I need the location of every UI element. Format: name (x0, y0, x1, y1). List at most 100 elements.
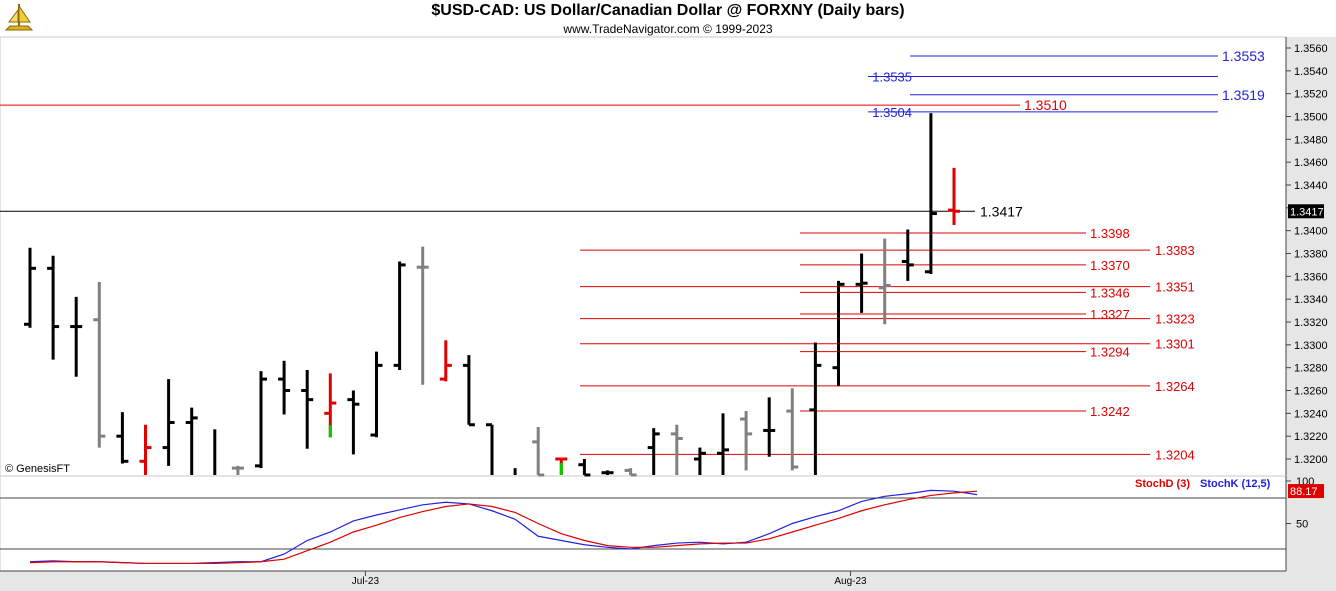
ohlc-bar (185, 407, 198, 475)
ohlc-bar (416, 246, 429, 385)
level-label: 1.3553 (1222, 48, 1265, 64)
price-tick-label: 1.3480 (1294, 134, 1328, 146)
ohlc-bar (717, 413, 729, 475)
ohlc-bar (809, 342, 822, 475)
price-tick-label: 1.3460 (1294, 157, 1328, 169)
level-label: 1.3383 (1155, 243, 1195, 258)
stoch-tick-label: 50 (1296, 519, 1308, 531)
time-tick-label: Jul-23 (352, 576, 380, 587)
last-price-box (1288, 204, 1324, 219)
stoch-legend-entry: StochK (12,5) (1200, 478, 1271, 490)
level-label: 1.3417 (980, 203, 1023, 219)
stoch-series-line (29, 490, 978, 565)
stoch-last-value-label: 88.17 (1290, 486, 1318, 498)
last-price-marker: 1.3417 (1288, 204, 1324, 219)
level-label: 1.3294 (1090, 345, 1130, 360)
chart-header: $USD-CAD: US Dollar/Canadian Dollar @ FO… (0, 0, 1336, 37)
ohlc-bar (116, 412, 129, 464)
price-plot-area (0, 36, 1287, 477)
stochastic-plot-area (0, 475, 1287, 572)
level-label: 1.3264 (1155, 379, 1195, 394)
price-tick-label: 1.3240 (1294, 408, 1328, 420)
time-tick-label: Aug-23 (834, 576, 867, 587)
ohlc-bar (462, 355, 475, 427)
price-tick-label: 1.3380 (1294, 249, 1328, 261)
ohlc-bar (855, 253, 868, 313)
ohlc-bar (670, 424, 683, 475)
trade-navigator-logo (2, 2, 36, 34)
ohlc-bar (647, 428, 660, 475)
price-tick-label: 1.3320 (1294, 317, 1328, 329)
level-label: 1.3510 (1024, 97, 1067, 113)
price-tick-label: 1.3360 (1294, 271, 1328, 283)
ohlc-bar (370, 351, 383, 438)
level-label: 1.3204 (1155, 447, 1195, 462)
price-tick-label: 1.3340 (1294, 294, 1328, 306)
ohlc-bar (486, 423, 494, 475)
ohlc-bar (139, 424, 152, 475)
price-tick-label: 1.3280 (1294, 363, 1328, 375)
ohlc-bar (301, 369, 314, 449)
ohlc-bar (948, 167, 960, 225)
level-label: 1.3301 (1155, 337, 1195, 352)
ohlc-bar (278, 360, 291, 415)
price-tick-label: 1.3220 (1294, 431, 1328, 443)
ohlc-bar (624, 468, 637, 477)
price-tick-label: 1.3400 (1294, 226, 1328, 238)
chart-title: $USD-CAD: US Dollar/Canadian Dollar @ FO… (431, 2, 905, 19)
price-tick-label: 1.3300 (1294, 340, 1328, 352)
ohlc-bar (255, 371, 267, 469)
last-price-label: 1.3417 (1290, 206, 1324, 218)
price-tick-label: 1.3440 (1294, 180, 1328, 192)
genesis-watermark: © GenesisFT (5, 463, 70, 475)
ohlc-bar (162, 379, 175, 466)
ohlc-bar (740, 411, 753, 471)
ohlc-bar (93, 282, 106, 448)
level-label: 1.3351 (1155, 280, 1195, 295)
price-tick-label: 1.3500 (1294, 112, 1328, 124)
level-label: 1.3327 (1090, 307, 1130, 322)
ohlc-bar (578, 459, 591, 477)
ohlc-bars (24, 113, 960, 477)
ohlc-bar (70, 296, 83, 377)
price-axis-panel (1286, 37, 1336, 476)
level-label: 1.3398 (1090, 226, 1130, 241)
ohlc-bar (47, 255, 60, 360)
ohlc-bar (901, 229, 914, 281)
price-tick-label: 1.3540 (1294, 66, 1328, 78)
price-axis-ticks: 1.3200 1.3220 1.3240 1.3260 1.3280 1.3300 1.33… (1286, 43, 1328, 466)
level-label: 1.3323 (1155, 312, 1195, 327)
price-tick-label: 1.3560 (1294, 43, 1328, 55)
ohlc-bar (601, 470, 614, 475)
ohlc-bar (347, 390, 360, 455)
price-tick-label: 1.3260 (1294, 386, 1328, 398)
level-label: 1.3242 (1090, 404, 1130, 419)
level-label: 1.3535 (872, 70, 912, 85)
level-label: 1.3519 (1222, 87, 1265, 103)
ohlc-bar (832, 280, 845, 386)
price-tick-label: 1.3200 (1294, 454, 1328, 466)
ohlc-bar (532, 427, 545, 477)
ohlc-bar (393, 261, 406, 370)
ohlc-bar (763, 397, 776, 457)
ohlc-bar (231, 465, 244, 475)
ohlc-bar (878, 238, 891, 325)
axis-corner (1286, 571, 1336, 591)
stoch-last-value-box (1288, 484, 1324, 499)
ohlc-bar (924, 113, 937, 275)
ohlc-bar (439, 340, 452, 382)
time-axis-panel (0, 571, 1286, 591)
stoch-legend-entry: StochD (3) (1135, 478, 1190, 490)
level-label: 1.3504 (872, 105, 912, 120)
time-axis-labels: Jul-23 Aug-23 (352, 571, 867, 587)
horizontal-levels: 1.3553 1.3535 1.3519 1.3504 1.3510 1.3417 1.33… (0, 48, 1265, 462)
level-label: 1.3370 (1090, 258, 1130, 273)
ohlc-bar (24, 247, 36, 328)
price-tick-label: 1.3520 (1294, 89, 1328, 101)
ohlc-bar (693, 447, 706, 475)
chart-subtitle: www.TradeNavigator.com © 1999-2023 (563, 22, 773, 36)
level-label: 1.3346 (1090, 285, 1130, 300)
ohlc-bar (786, 388, 799, 471)
